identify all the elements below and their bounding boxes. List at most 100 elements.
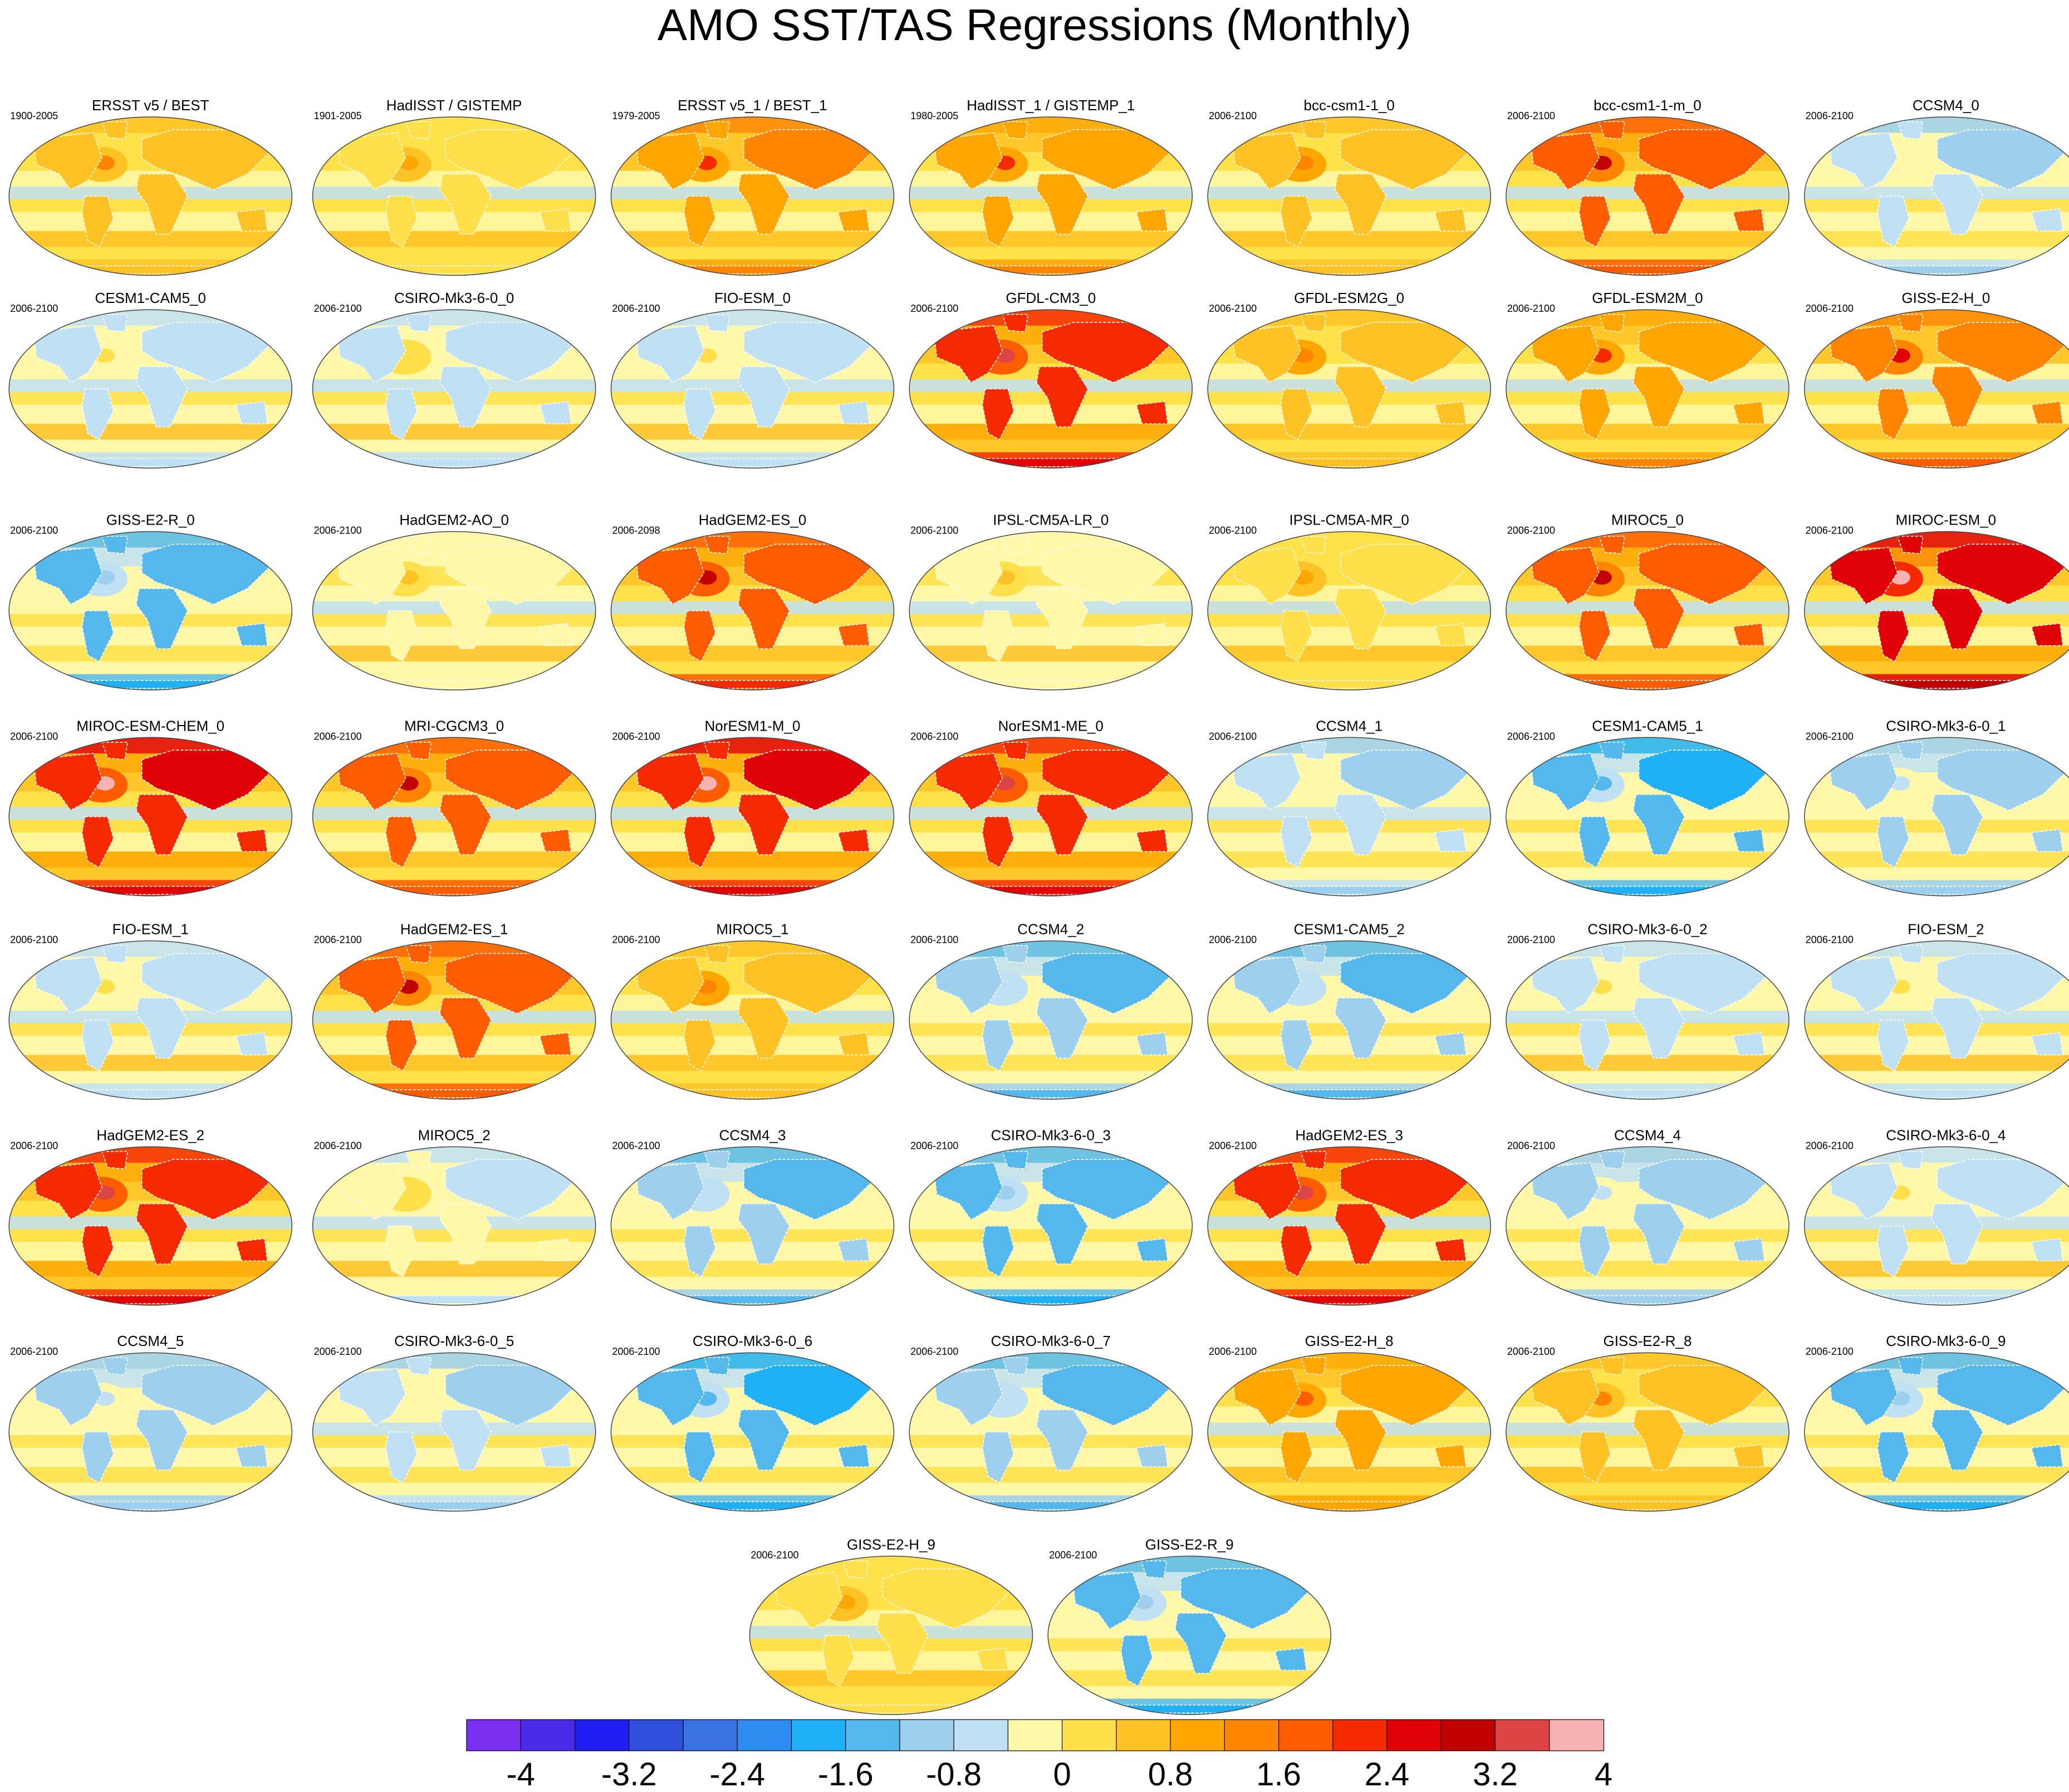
land-field xyxy=(336,752,406,811)
ocean-band xyxy=(1506,1055,1789,1071)
land-field xyxy=(1936,953,2067,1015)
land-field xyxy=(336,132,406,190)
ocean-band xyxy=(1506,423,1789,440)
panel-title: CSIRO-Mk3-6-0_1 xyxy=(1886,717,2006,734)
land-field xyxy=(1280,816,1313,868)
land-field xyxy=(1578,195,1611,248)
land-field xyxy=(1578,816,1611,868)
land-field xyxy=(1334,1409,1387,1471)
ocean-band xyxy=(1804,404,2069,424)
land-field xyxy=(135,1203,188,1265)
land-field xyxy=(703,1357,730,1375)
map-border xyxy=(1207,737,1491,897)
land-field xyxy=(385,610,418,662)
land-field xyxy=(2031,1238,2063,1262)
land-field xyxy=(1860,1501,2032,1510)
land-field xyxy=(539,1032,572,1056)
panel-period: 2006-2100 xyxy=(1507,1346,1555,1357)
map-field xyxy=(1804,941,2069,1100)
ocean-band xyxy=(312,439,596,453)
panel-period: 2006-2100 xyxy=(910,303,958,314)
colorbar-swatch xyxy=(899,1719,955,1751)
map-border xyxy=(1207,1146,1491,1306)
land-field xyxy=(445,129,575,190)
map-field xyxy=(312,531,596,691)
map-field xyxy=(909,941,1193,1100)
land-field xyxy=(933,132,1003,190)
land-field xyxy=(1936,129,2067,190)
land-field xyxy=(1263,1295,1435,1304)
colorbar-label: -0.8 xyxy=(926,1756,982,1792)
land-field xyxy=(743,129,873,190)
panel-title: CESM1-CAM5_1 xyxy=(1592,717,1703,734)
ocean-band xyxy=(9,1070,292,1084)
land-field xyxy=(1877,388,1910,440)
land-field xyxy=(965,1089,1137,1098)
land-field xyxy=(1638,953,1768,1015)
ocean-band xyxy=(1506,1070,1789,1084)
land-field xyxy=(635,956,705,1015)
land-field xyxy=(1598,121,1625,140)
land-field xyxy=(1598,1357,1625,1375)
ocean-band xyxy=(1804,392,2069,405)
panel-title: GISS-E2-H_9 xyxy=(847,1536,935,1553)
ocean-band xyxy=(909,1482,1193,1496)
land-field xyxy=(1434,208,1467,232)
map-field xyxy=(1208,310,1491,468)
ocean-band xyxy=(1804,833,2069,853)
colorbar-label: -3.2 xyxy=(601,1756,657,1792)
colorbar-swatch xyxy=(1061,1719,1117,1751)
panel-period: 2006-2100 xyxy=(910,1140,958,1151)
land-field xyxy=(1936,544,2067,605)
land-field xyxy=(141,544,271,605)
panel-period: 2006-2100 xyxy=(10,303,58,314)
panel-period: 2006-2100 xyxy=(1806,1140,1854,1151)
land-field xyxy=(1135,1032,1169,1056)
map-border xyxy=(8,1146,293,1306)
map-field xyxy=(909,310,1193,468)
map-panel: CSIRO-Mk3-6-0_2 2006-2100 xyxy=(1506,921,1789,1100)
map-panel: MIROC-ESM-CHEM_0 2006-2100 xyxy=(8,717,293,897)
ocean-band xyxy=(9,1261,292,1277)
land-field xyxy=(1598,945,1625,964)
land-field xyxy=(1042,953,1171,1015)
land-field xyxy=(445,544,575,605)
map-panel: ERSST v5 / BEST 1900-2005 xyxy=(8,97,293,276)
land-field xyxy=(1732,401,1765,424)
map-panel: GISS-E2-R_8 2006-2100 xyxy=(1506,1333,1789,1512)
colorbar-swatch xyxy=(520,1719,576,1751)
ocean-band xyxy=(1804,1070,2069,1084)
land-field xyxy=(822,1634,855,1687)
panel-title: MRI-CGCM3_0 xyxy=(404,717,504,734)
land-field xyxy=(1263,265,1435,275)
land-field xyxy=(965,680,1137,689)
panel-title: bcc-csm1-1-m_0 xyxy=(1594,97,1702,114)
land-field xyxy=(439,588,492,649)
panel-period: 2006-2100 xyxy=(612,934,660,946)
land-field xyxy=(1561,458,1733,467)
map-field xyxy=(1506,1353,1789,1511)
land-field xyxy=(1042,544,1171,605)
land-field xyxy=(135,588,188,649)
land-field xyxy=(965,458,1137,467)
land-field xyxy=(1877,195,1910,248)
land-field xyxy=(666,885,839,895)
land-field xyxy=(743,544,873,605)
map-field xyxy=(1506,941,1789,1100)
land-field xyxy=(965,265,1137,275)
land-field xyxy=(1280,1020,1313,1071)
colorbar-swatch xyxy=(1494,1719,1550,1751)
panel-title: FIO-ESM_2 xyxy=(1908,921,1984,938)
map-field xyxy=(611,310,894,468)
land-field xyxy=(976,1647,1009,1671)
ocean-band xyxy=(1506,247,1789,261)
land-field xyxy=(1896,1151,1924,1169)
land-field xyxy=(235,829,268,853)
ocean-band xyxy=(909,1261,1193,1277)
land-field xyxy=(1280,195,1313,248)
land-field xyxy=(405,945,432,964)
land-field xyxy=(1334,997,1387,1059)
ocean-band xyxy=(1804,1023,2069,1037)
land-field xyxy=(703,945,730,964)
land-field xyxy=(235,623,268,647)
